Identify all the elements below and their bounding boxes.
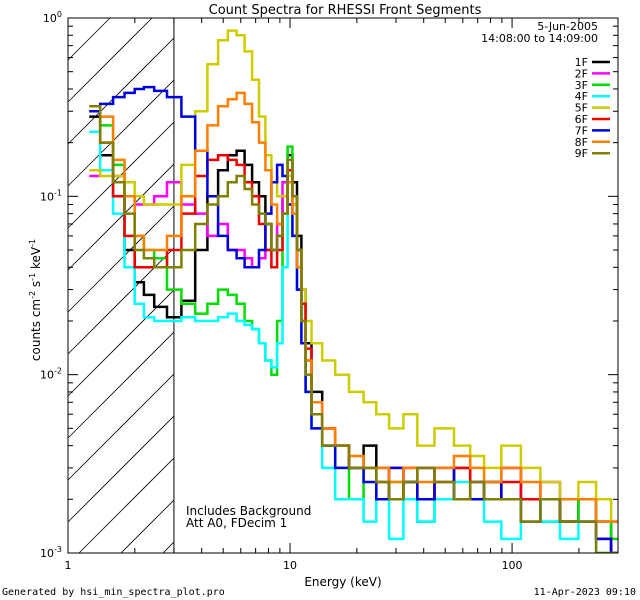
observation-date: 5-Jun-2005	[537, 20, 598, 33]
axes-and-ticks	[67, 17, 619, 554]
footer-generated-by: Generated by hsi_min_spectra_plot.pro	[2, 587, 225, 598]
footer-timestamp: 11-Apr-2023 09:10	[534, 587, 636, 598]
hatch-line	[67, 17, 153, 103]
y-tick-label: 10-3	[40, 545, 62, 560]
y-label-sup2: -1	[28, 273, 37, 281]
series-3F	[89, 109, 618, 541]
legend-label-5F: 5F	[575, 102, 588, 115]
hatch-line	[67, 17, 111, 61]
y-axis-label: counts cm-2 s-1 keV-1	[28, 239, 43, 361]
series-4F	[89, 130, 618, 553]
y-label-mid: s	[29, 281, 43, 291]
x-tick-labels: 1 10 100	[65, 559, 523, 572]
plot-frame	[67, 17, 619, 554]
legend-label-8F: 8F	[575, 136, 588, 149]
legend-label-4F: 4F	[575, 90, 588, 103]
series-6F	[89, 109, 618, 553]
legend-label-7F: 7F	[575, 124, 588, 137]
hatch-line	[162, 541, 175, 554]
y-tick-labels: 100 10-1 10-2 10-3	[40, 10, 62, 560]
hatch-line	[120, 499, 175, 554]
hatch-line	[67, 79, 175, 187]
hatch-line	[67, 163, 175, 271]
legend-label-9F: 9F	[575, 147, 588, 160]
y-tick-label: 10-1	[40, 188, 62, 203]
y-label-sup1: -2	[28, 291, 37, 299]
y-tick-label: 10-2	[40, 367, 62, 382]
hatch-line	[67, 247, 175, 355]
x-tick-label: 100	[502, 559, 523, 572]
hatch-line	[67, 373, 175, 481]
hatch-line	[67, 37, 175, 145]
y-label-sup3: -1	[28, 239, 37, 247]
legend-label-6F: 6F	[575, 113, 588, 126]
annotation-attenuator: Att A0, FDecim 1	[186, 516, 287, 530]
y-tick-label: 100	[43, 10, 62, 25]
legend-label-2F: 2F	[575, 67, 588, 80]
x-tick-label: 10	[283, 559, 297, 572]
series-group	[89, 29, 618, 553]
x-tick-label: 1	[65, 559, 72, 572]
series-9F	[89, 104, 618, 553]
x-axis-label: Energy (keV)	[304, 575, 381, 589]
chart-title: Count Spectra for RHESSI Front Segments	[209, 3, 482, 18]
legend-label-3F: 3F	[575, 79, 588, 92]
series-8F	[89, 91, 618, 523]
hatch-line	[67, 205, 175, 313]
y-label-main: counts cm	[29, 299, 43, 361]
annotation-background: Includes Background	[186, 504, 311, 518]
hatch-line	[78, 457, 175, 554]
hatch-line	[67, 331, 175, 439]
time-range: 14:08:00 to 14:09:00	[481, 32, 598, 45]
legend-label-1F: 1F	[575, 56, 588, 69]
series-5F	[89, 29, 618, 523]
hatch-line	[67, 415, 175, 523]
y-label-end: keV	[29, 246, 43, 273]
